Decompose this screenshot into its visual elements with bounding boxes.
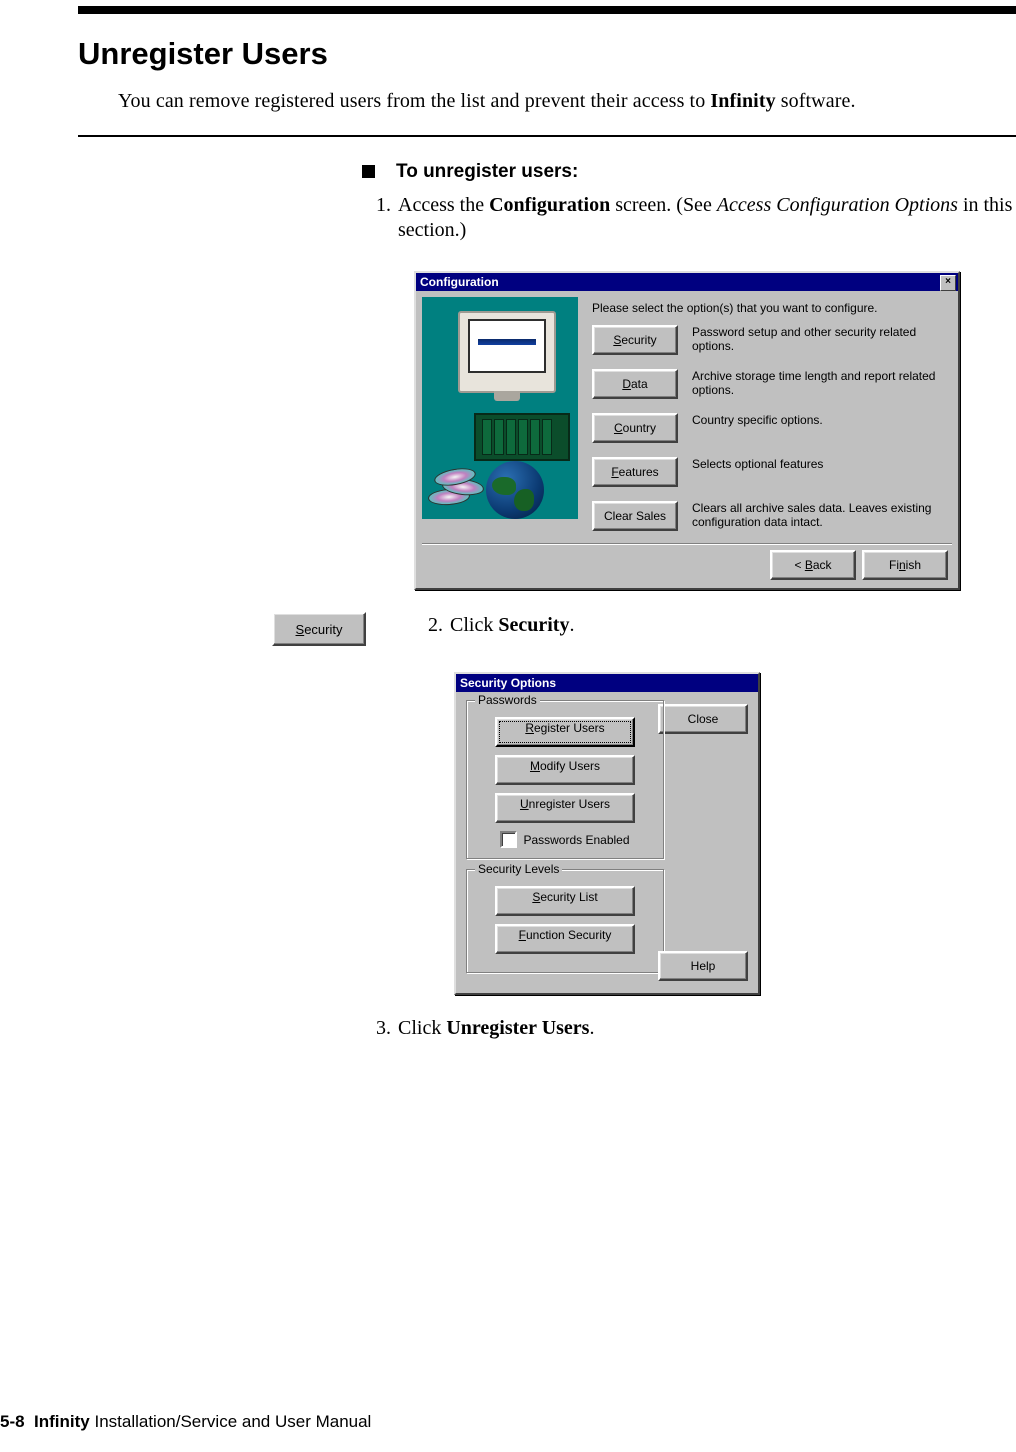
step-1: Access the Configuration screen. (See Ac… (396, 193, 1016, 243)
step3-bold: Unregister Users (446, 1017, 589, 1039)
clear-sales-button-rest: Clear Sales (604, 509, 666, 523)
modify-users-rest: odify Users (540, 759, 600, 773)
passwords-legend: Passwords (475, 693, 540, 707)
register-users-underline: R (525, 721, 534, 735)
step1-mid: screen. (See (610, 194, 717, 216)
security-list-button[interactable]: Security List (495, 886, 635, 916)
security-levels-legend: Security Levels (475, 862, 562, 876)
security-button-desc: Password setup and other security relate… (692, 325, 948, 354)
country-button[interactable]: Country (592, 413, 678, 443)
configuration-instructions: Please select the option(s) that you wan… (592, 301, 948, 315)
step3-pre: Click (398, 1017, 446, 1039)
back-button-pre: < (794, 558, 804, 572)
security-options-dialog: Security Options Close Passwords Registe… (454, 672, 760, 995)
features-button-underline: F (611, 465, 618, 479)
page-heading: Unregister Users (78, 36, 1016, 72)
procedure-heading-text: To unregister users: (396, 161, 578, 182)
configuration-title: Configuration (420, 275, 499, 289)
step1-bold: Configuration (489, 194, 610, 216)
passwords-enabled-checkbox[interactable] (500, 831, 517, 848)
intro-bold: Infinity (710, 90, 775, 112)
step2-pre: Click (450, 614, 498, 636)
back-button-rest: ack (813, 558, 832, 572)
intro-text: You can remove registered users from the… (118, 90, 1016, 113)
data-button[interactable]: Data (592, 369, 678, 399)
procedure-heading: To unregister users: (362, 161, 1016, 183)
security-button-rest: ecurity (621, 333, 656, 347)
step3-post: . (589, 1017, 594, 1039)
step-3: Click Unregister Users. (396, 1017, 1016, 1040)
register-users-button[interactable]: Register Users (495, 717, 635, 747)
back-button-underline: B (805, 558, 813, 572)
passwords-enabled-row[interactable]: Passwords Enabled (477, 831, 653, 848)
configuration-titlebar: Configuration × (416, 273, 958, 291)
country-button-rest: ountry (623, 421, 656, 435)
data-button-desc: Archive storage time length and report r… (692, 369, 948, 398)
close-button-label: Close (688, 712, 719, 726)
page-footer: 5-8 Infinity Installation/Service and Us… (0, 1412, 371, 1432)
help-button[interactable]: Help (658, 951, 748, 981)
security-levels-groupbox: Security Levels Security List Function S… (466, 869, 664, 973)
passwords-enabled-rest: asswords Enabled (531, 833, 629, 847)
configuration-decorative-image (422, 297, 578, 519)
step1-pre: Access the (398, 194, 489, 216)
monitor-icon (458, 311, 556, 393)
inline-security-button[interactable]: Security (272, 612, 366, 646)
modify-users-button[interactable]: Modify Users (495, 755, 635, 785)
unregister-users-rest: nregister Users (529, 797, 610, 811)
intro-pre: You can remove registered users from the… (118, 90, 710, 112)
finish-button-rest: ish (906, 558, 921, 572)
security-button[interactable]: Security (592, 325, 678, 355)
horizontal-rule (78, 135, 1016, 137)
inline-security-rest: ecurity (304, 622, 342, 637)
step1-italic: Access Configuration Options (717, 194, 958, 216)
data-button-underline: D (622, 377, 631, 391)
inline-security-underline: S (296, 622, 305, 637)
globe-icon (486, 461, 544, 519)
passwords-groupbox: Passwords Register Users Modify Users Un… (466, 700, 664, 859)
unregister-users-underline: U (520, 797, 529, 811)
step2-post: . (569, 614, 574, 636)
header-black-bar (78, 6, 1016, 14)
function-security-underline: F (519, 928, 526, 942)
step2-bold: Security (498, 614, 569, 636)
security-options-title: Security Options (460, 676, 556, 690)
footer-product-name: Infinity (34, 1412, 90, 1431)
features-button[interactable]: Features (592, 457, 678, 487)
footer-rest: Installation/Service and User Manual (90, 1412, 372, 1431)
features-button-rest: eatures (619, 465, 659, 479)
back-button[interactable]: < Back (770, 550, 856, 580)
security-list-rest: ecurity List (540, 890, 597, 904)
help-button-label: Help (691, 959, 716, 973)
function-security-rest: unction Security (526, 928, 611, 942)
data-button-rest: ata (631, 377, 648, 391)
clear-sales-button[interactable]: Clear Sales (592, 501, 678, 531)
close-button[interactable]: Close (658, 704, 748, 734)
finish-button-underline: n (899, 558, 906, 572)
footer-page-number: 5-8 (0, 1412, 25, 1431)
close-icon[interactable]: × (940, 275, 956, 291)
square-bullet-icon (362, 165, 375, 178)
function-security-button[interactable]: Function Security (495, 924, 635, 954)
country-button-underline: C (614, 421, 623, 435)
finish-button-pre: Fi (889, 558, 899, 572)
register-users-rest: egister Users (534, 721, 605, 735)
security-options-titlebar: Security Options (456, 674, 758, 692)
configuration-dialog: Configuration × P (414, 271, 960, 590)
clear-sales-button-desc: Clears all archive sales data. Leaves ex… (692, 501, 948, 530)
discs-icon (428, 467, 484, 511)
step-2: Click Security. (448, 614, 574, 637)
intro-post: software. (776, 90, 856, 112)
unregister-users-button[interactable]: Unregister Users (495, 793, 635, 823)
modify-users-underline: M (530, 759, 540, 773)
features-button-desc: Selects optional features (692, 457, 823, 471)
country-button-desc: Country specific options. (692, 413, 823, 427)
finish-button[interactable]: Finish (862, 550, 948, 580)
bookshelf-icon (474, 413, 570, 461)
